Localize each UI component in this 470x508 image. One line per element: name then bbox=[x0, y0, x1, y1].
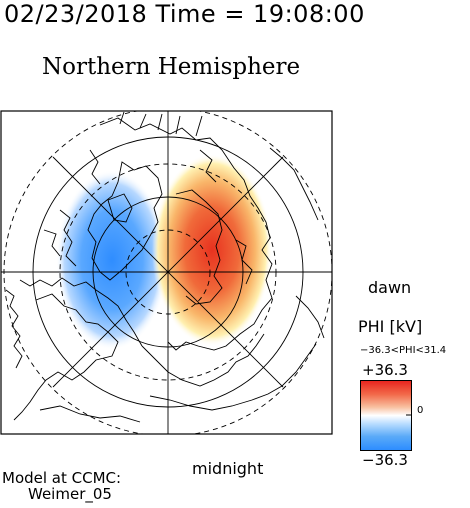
model-name: Weimer_05 bbox=[28, 485, 112, 503]
dawn-label: dawn bbox=[368, 278, 412, 297]
time-title: 02/23/2018 Time = 19:08:00 bbox=[4, 0, 365, 28]
positive-cell bbox=[152, 154, 272, 346]
colorbar-zero-label: 0 bbox=[417, 405, 424, 416]
colorbar-max-label: +36.3 bbox=[362, 361, 408, 379]
model-credit: Model at CCMC: bbox=[2, 469, 122, 487]
map-frame bbox=[0, 110, 333, 435]
polar-map bbox=[0, 110, 333, 435]
colorbar-gradient bbox=[360, 380, 412, 451]
colorbar-range: −36.3<PHI<31.4 bbox=[360, 345, 447, 356]
negative-cell bbox=[56, 170, 168, 350]
hemisphere-title: Northern Hemisphere bbox=[42, 54, 301, 80]
colorbar bbox=[360, 380, 412, 451]
colorbar-title: PHI [kV] bbox=[358, 317, 423, 336]
colorbar-min-label: −36.3 bbox=[362, 451, 408, 469]
meridian-lines bbox=[1, 111, 332, 434]
coastlines bbox=[5, 111, 325, 423]
midnight-label: midnight bbox=[192, 459, 264, 478]
